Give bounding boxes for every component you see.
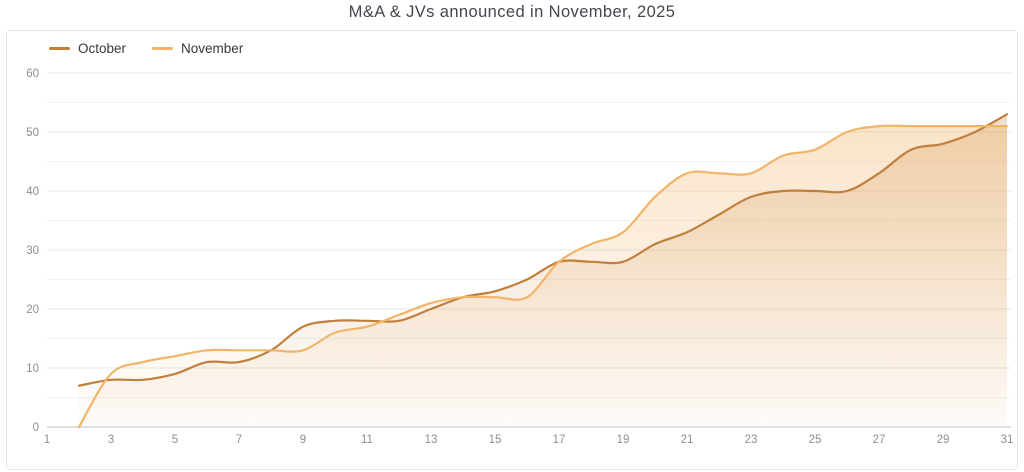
y-axis-label: 50 bbox=[26, 127, 39, 139]
x-axis-label: 31 bbox=[1001, 434, 1014, 446]
x-axis-label: 17 bbox=[553, 434, 566, 446]
legend-label-november: November bbox=[181, 41, 244, 56]
november-area bbox=[79, 125, 1007, 428]
x-axis-label: 25 bbox=[809, 434, 822, 446]
y-axis-label: 20 bbox=[26, 304, 39, 316]
y-axis-label: 0 bbox=[33, 422, 39, 434]
x-axis-label: 21 bbox=[681, 434, 694, 446]
x-axis-label: 13 bbox=[425, 434, 438, 446]
november-line bbox=[77, 124, 1009, 428]
october-line bbox=[77, 113, 1009, 387]
x-axis-label: 11 bbox=[361, 434, 373, 446]
legend-item-october[interactable]: October bbox=[49, 41, 126, 56]
y-axis-label: 10 bbox=[26, 363, 39, 375]
x-axis-label: 19 bbox=[617, 434, 630, 446]
october-swatch bbox=[49, 47, 70, 50]
x-axis-label: 27 bbox=[873, 434, 886, 446]
y-axis-label: 60 bbox=[26, 68, 39, 80]
legend-item-november[interactable]: November bbox=[152, 41, 243, 56]
x-axis-label: 5 bbox=[172, 434, 178, 446]
x-axis-label: 7 bbox=[236, 434, 242, 446]
x-axis-label: 9 bbox=[300, 434, 306, 446]
chart-title: M&A & JVs announced in November, 2025 bbox=[348, 3, 676, 21]
x-axis-label: 29 bbox=[937, 434, 950, 446]
x-axis-label: 23 bbox=[745, 434, 758, 446]
x-axis-label: 1 bbox=[44, 434, 50, 446]
x-axis-label: 3 bbox=[108, 434, 114, 446]
y-axis-label: 30 bbox=[26, 245, 39, 257]
november-swatch bbox=[152, 47, 174, 50]
chart-legend: October November bbox=[49, 41, 243, 56]
chart-plot-area[interactable]: 0 10 20 30 40 50 60 1 3 5 7 9 11 13 15 17 19 21 23 25 27 29 31 bbox=[7, 31, 1017, 469]
y-axis-label: 40 bbox=[26, 186, 39, 198]
legend-label-october: October bbox=[78, 41, 127, 56]
x-axis-label: 15 bbox=[489, 434, 502, 446]
chart-card: October November 0 10 20 30 40 50 60 1 3 5 7 9 11 13 1… bbox=[6, 30, 1018, 470]
